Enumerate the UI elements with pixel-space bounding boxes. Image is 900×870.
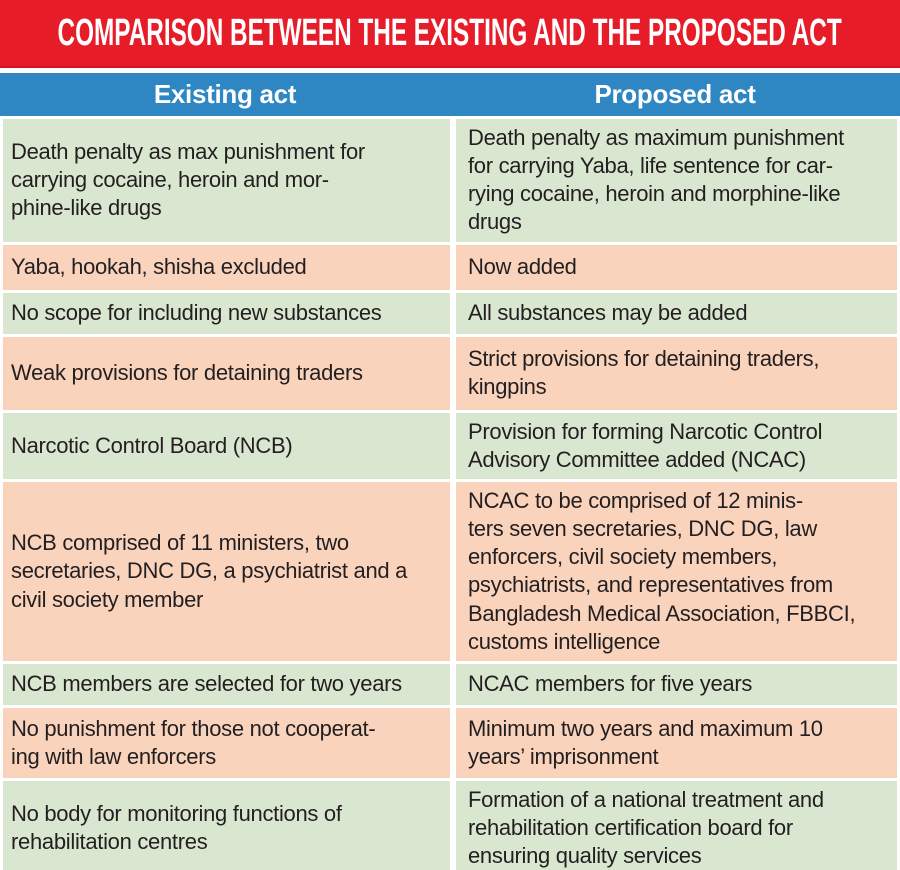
column-header-row: Existing act Proposed act <box>0 73 900 116</box>
proposed-cell: Formation of a national treatment and re… <box>456 780 897 870</box>
existing-cell: Narcotic Control Board (NCB) <box>3 412 450 479</box>
existing-cell: No body for monitoring functions of reha… <box>3 780 450 870</box>
table-row: Narcotic Control Board (NCB) Provision f… <box>3 412 897 479</box>
table-row: No punishment for those not cooperat- in… <box>3 707 897 778</box>
existing-cell: Weak provisions for detaining traders <box>3 336 450 410</box>
proposed-cell: Provision for forming Narcotic Control A… <box>456 412 897 479</box>
table-row: No body for monitoring functions of reha… <box>3 780 897 870</box>
existing-cell: NCB members are selected for two years <box>3 663 450 705</box>
proposed-cell: Death penalty as maximum punishment for … <box>456 119 897 242</box>
proposed-cell: All substances may be added <box>456 292 897 334</box>
table-row: Weak provisions for detaining traders St… <box>3 336 897 410</box>
proposed-cell: NCAC to be comprised of 12 minis- ters s… <box>456 481 897 661</box>
table-row: NCB members are selected for two years N… <box>3 663 897 705</box>
table-row: No scope for including new substances Al… <box>3 292 897 334</box>
table-row: Death penalty as max punishment for carr… <box>3 119 897 242</box>
existing-cell: No punishment for those not cooperat- in… <box>3 707 450 778</box>
page-title: COMPARISON BETWEEN THE EXISTING AND THE … <box>57 11 843 54</box>
proposed-cell: NCAC members for five years <box>456 663 897 705</box>
existing-cell: Yaba, hookah, shisha excluded <box>3 244 450 290</box>
proposed-cell: Now added <box>456 244 897 290</box>
proposed-cell: Minimum two years and maximum 10 years’ … <box>456 707 897 778</box>
table-row: Yaba, hookah, shisha excluded Now added <box>3 244 897 290</box>
title-banner: COMPARISON BETWEEN THE EXISTING AND THE … <box>0 0 900 68</box>
column-header-proposed: Proposed act <box>594 79 756 109</box>
table-row: NCB comprised of 11 ministers, two secre… <box>3 481 897 661</box>
proposed-cell: Strict provisions for detaining traders,… <box>456 336 897 410</box>
comparison-table: Death penalty as max punishment for carr… <box>0 119 900 870</box>
existing-cell: Death penalty as max punishment for carr… <box>3 119 450 242</box>
column-header-existing: Existing act <box>153 79 297 109</box>
existing-cell: NCB comprised of 11 ministers, two secre… <box>3 481 450 661</box>
existing-cell: No scope for including new substances <box>3 292 450 334</box>
